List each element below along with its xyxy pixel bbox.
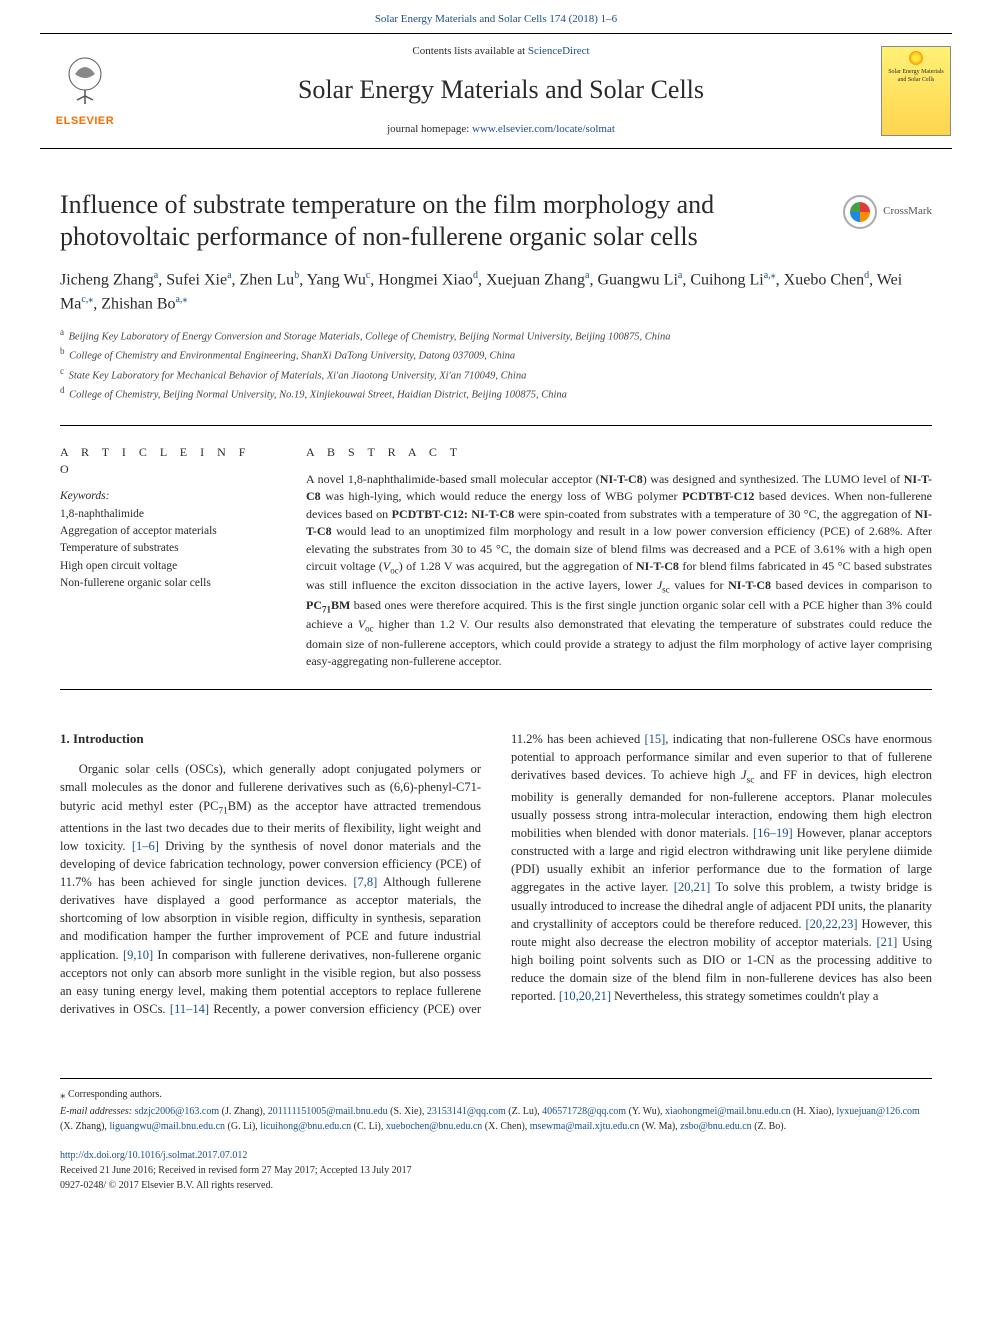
abstract-heading: A B S T R A C T [306,444,932,461]
keyword: Aggregation of acceptor materials [60,523,270,540]
keywords-label: Keywords: [60,488,270,504]
email-addresses: sdzjc2006@163.com (J. Zhang), 2011111510… [60,1106,920,1132]
crossmark-widget[interactable]: CrossMark [843,195,932,229]
email-who: (Z. Bo). [752,1121,786,1132]
email-who: (J. Zhang), [219,1106,265,1117]
email-who: (H. Xiao), [791,1106,834,1117]
corresponding-label: Corresponding authors. [68,1089,162,1100]
rule [60,425,932,426]
elsevier-tree-icon [55,52,115,112]
contents-prefix: Contents lists available at [412,45,527,57]
affiliation: c State Key Laboratory for Mechanical Be… [60,365,932,384]
masthead: ELSEVIER Contents lists available at Sci… [40,33,952,148]
section-heading-intro: 1. Introduction [60,730,481,749]
email-who: (Y. Wu), [626,1106,662,1117]
homepage-line: journal homepage: www.elsevier.com/locat… [138,122,864,137]
contents-available-line: Contents lists available at ScienceDirec… [138,44,864,59]
publisher-wordmark: ELSEVIER [56,114,114,129]
sciencedirect-link[interactable]: ScienceDirect [528,45,590,57]
homepage-link[interactable]: www.elsevier.com/locate/solmat [472,123,615,135]
journal-name: Solar Energy Materials and Solar Cells [138,72,864,108]
email-link[interactable]: xuebochen@bnu.edu.cn [386,1121,482,1132]
received-line: Received 21 June 2016; Received in revis… [60,1165,412,1176]
journal-reference: Solar Energy Materials and Solar Cells 1… [0,0,992,33]
publisher-logo: ELSEVIER [40,34,130,147]
cover-title: Solar Energy Materials and Solar Cells [884,68,948,85]
affiliation: d College of Chemistry, Beijing Normal U… [60,384,932,403]
email-link[interactable]: lyxuejuan@126.com [836,1106,919,1117]
homepage-prefix: journal homepage: [387,123,472,135]
article-title: Influence of substrate temperature on th… [60,189,827,254]
email-who: (X. Zhang), [60,1121,107,1132]
email-link[interactable]: sdzjc2006@163.com [135,1106,219,1117]
issn-copyright: 0927-0248/ © 2017 Elsevier B.V. All righ… [60,1180,273,1191]
crossmark-icon [843,195,877,229]
email-link[interactable]: 201111151005@mail.bnu.edu [268,1106,388,1117]
email-link[interactable]: liguangwu@mail.bnu.edu.cn [109,1121,225,1132]
keyword: Non-fullerene organic solar cells [60,575,270,592]
email-link[interactable]: 406571728@qq.com [542,1106,626,1117]
crossmark-label: CrossMark [883,204,932,219]
author-list: Jicheng Zhanga, Sufei Xiea, Zhen Lub, Ya… [60,268,932,317]
masthead-center: Contents lists available at ScienceDirec… [130,34,872,147]
email-who: (W. Ma), [639,1121,678,1132]
email-who: (X. Chen), [482,1121,527,1132]
intro-paragraph: Organic solar cells (OSCs), which genera… [60,730,932,1019]
email-who: (G. Li), [225,1121,258,1132]
email-link[interactable]: 23153141@qq.com [427,1106,506,1117]
email-link[interactable]: xiaohongmei@mail.bnu.edu.cn [665,1106,791,1117]
footnotes: ⁎ Corresponding authors. E-mail addresse… [60,1078,932,1134]
keyword: 1,8-naphthalimide [60,506,270,523]
abstract-text: A novel 1,8-naphthalimide-based small mo… [306,471,932,670]
email-who: (C. Li), [351,1121,383,1132]
email-link[interactable]: licuihong@bnu.edu.cn [260,1121,351,1132]
email-link[interactable]: zsbo@bnu.edu.cn [680,1121,751,1132]
affiliation: b College of Chemistry and Environmental… [60,345,932,364]
keyword: Temperature of substrates [60,540,270,557]
affiliation: a Beijing Key Laboratory of Energy Conve… [60,326,932,345]
cover-thumbnail: Solar Energy Materials and Solar Cells [881,46,951,136]
sun-icon [909,51,923,65]
affiliations: a Beijing Key Laboratory of Energy Conve… [60,326,932,403]
body-columns: 1. Introduction Organic solar cells (OSC… [60,730,932,1019]
email-link[interactable]: msewma@mail.xjtu.edu.cn [530,1121,639,1132]
doi-link[interactable]: http://dx.doi.org/10.1016/j.solmat.2017.… [60,1150,247,1161]
doi-block: http://dx.doi.org/10.1016/j.solmat.2017.… [60,1148,932,1193]
article-info-heading: A R T I C L E I N F O [60,444,270,478]
journal-cover: Solar Energy Materials and Solar Cells [872,34,952,147]
keyword: High open circuit voltage [60,558,270,575]
keywords-list: 1,8-naphthalimideAggregation of acceptor… [60,506,270,592]
email-who: (Z. Lu), [506,1106,540,1117]
emails-label: E-mail addresses: [60,1106,132,1117]
email-who: (S. Xie), [388,1106,425,1117]
corresponding-star: ⁎ [60,1089,66,1101]
